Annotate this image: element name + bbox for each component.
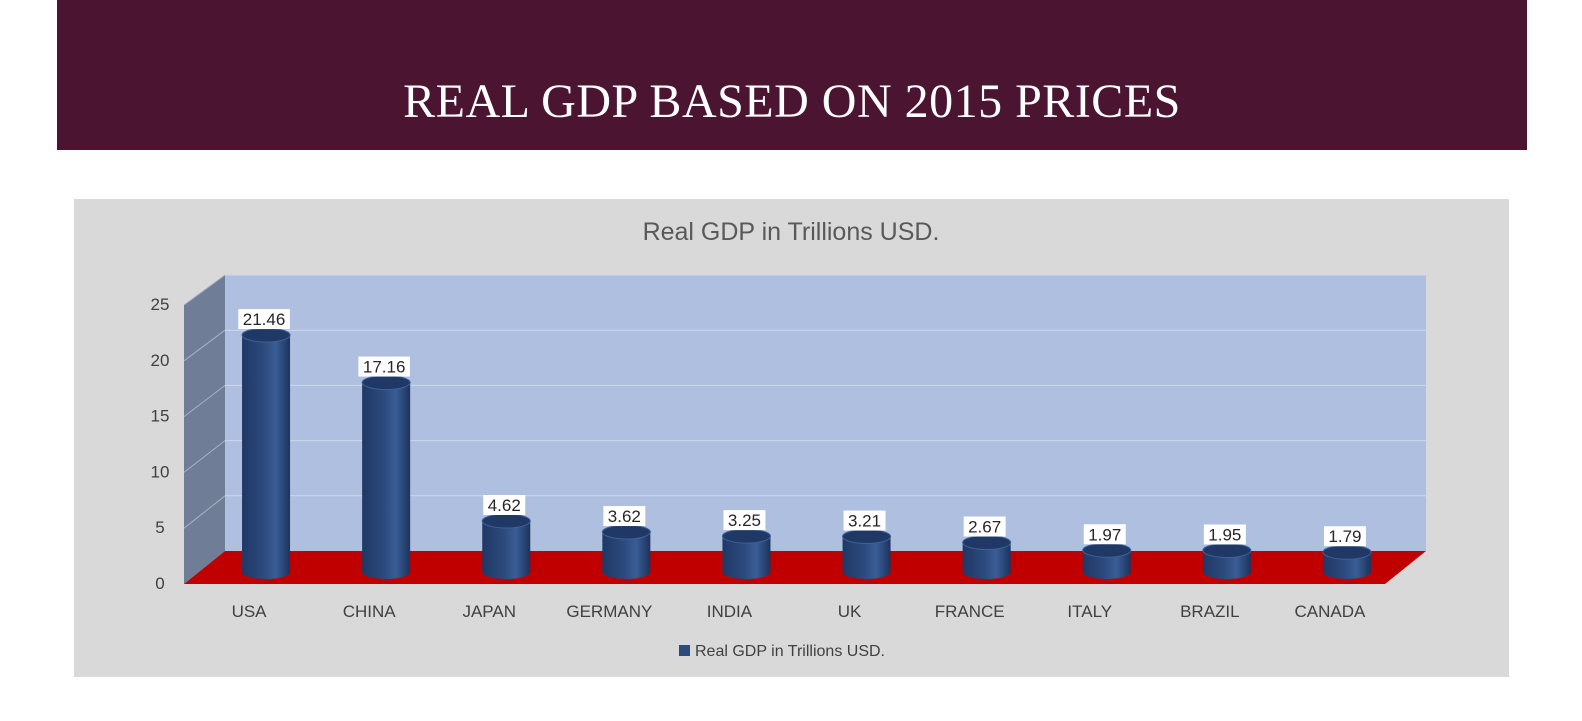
y-tick-label: 15 bbox=[151, 407, 170, 426]
data-label-box bbox=[1203, 524, 1246, 545]
y-tick-label: 20 bbox=[151, 351, 170, 370]
data-label-box bbox=[843, 510, 886, 531]
y-tick-label: 10 bbox=[151, 462, 170, 481]
data-label: 21.46 bbox=[243, 310, 286, 329]
y-tick-label: 25 bbox=[151, 295, 170, 314]
data-label: 17.16 bbox=[363, 358, 406, 377]
category-label: FRANCE bbox=[935, 602, 1005, 621]
bar bbox=[722, 536, 771, 579]
data-label: 4.62 bbox=[488, 496, 521, 515]
y-tick-label: 0 bbox=[155, 574, 164, 593]
bar-top bbox=[1082, 542, 1132, 558]
category-label: CANADA bbox=[1295, 602, 1367, 621]
bar-top bbox=[481, 513, 531, 529]
gridline-side bbox=[183, 440, 226, 473]
gdp-chart: Real GDP in Trillions USD. 0 5 10 15 20 25 21.4… bbox=[151, 218, 1426, 660]
data-label: 3.62 bbox=[608, 507, 641, 526]
data-label-box bbox=[1323, 526, 1366, 547]
y-tick-label: 5 bbox=[155, 518, 164, 537]
data-label-box bbox=[1083, 524, 1126, 545]
data-label-box bbox=[358, 356, 410, 377]
bar-top bbox=[361, 375, 411, 391]
data-label: 1.95 bbox=[1208, 525, 1241, 544]
bar bbox=[482, 520, 531, 579]
gridline-side bbox=[183, 495, 226, 529]
bar bbox=[1322, 552, 1371, 579]
category-label: JAPAN bbox=[462, 602, 516, 621]
gridline-side bbox=[183, 329, 226, 362]
data-label-box bbox=[603, 506, 646, 527]
chart-panel: Real GDP in Trillions USD. 0 5 10 15 20 25 21.4… bbox=[74, 199, 1509, 677]
category-label: UK bbox=[838, 602, 862, 621]
gridline-side bbox=[183, 385, 226, 417]
bar-top bbox=[721, 528, 771, 544]
data-label-box bbox=[238, 309, 290, 330]
category-label: BRAZIL bbox=[1180, 602, 1240, 621]
data-label: 3.25 bbox=[728, 511, 761, 530]
data-label-box bbox=[483, 494, 526, 515]
bar-top bbox=[962, 535, 1012, 551]
data-label: 1.79 bbox=[1328, 527, 1361, 546]
legend-swatch bbox=[679, 645, 690, 656]
category-label: GERMANY bbox=[566, 602, 652, 621]
category-label: ITALY bbox=[1067, 602, 1112, 621]
bar bbox=[842, 536, 891, 579]
data-label: 1.97 bbox=[1088, 525, 1121, 544]
data-label-box bbox=[723, 510, 766, 531]
category-label: CHINA bbox=[343, 602, 397, 621]
data-label: 3.21 bbox=[848, 512, 881, 531]
bar-top bbox=[842, 529, 892, 545]
bar bbox=[1082, 550, 1131, 579]
bar-top bbox=[1202, 542, 1252, 558]
bar-top bbox=[1322, 544, 1372, 560]
bar bbox=[1202, 550, 1251, 579]
chart-title: Real GDP in Trillions USD. bbox=[643, 218, 940, 246]
bar bbox=[242, 335, 291, 579]
legend-label: Real GDP in Trillions USD. bbox=[695, 643, 885, 660]
title-banner: REAL GDP BASED ON 2015 PRICES bbox=[57, 0, 1527, 150]
category-label: USA bbox=[232, 602, 268, 621]
data-label: 2.67 bbox=[968, 518, 1001, 537]
data-label-box bbox=[963, 516, 1006, 537]
bar-top bbox=[241, 327, 291, 343]
back-wall bbox=[225, 275, 1426, 551]
bar-top bbox=[601, 524, 651, 540]
bar bbox=[962, 542, 1011, 579]
bar bbox=[362, 382, 411, 579]
bar bbox=[602, 532, 651, 579]
gridline-side bbox=[183, 274, 226, 306]
page-title: REAL GDP BASED ON 2015 PRICES bbox=[403, 75, 1181, 128]
category-label: INDIA bbox=[707, 602, 753, 621]
side-wall bbox=[184, 275, 225, 584]
